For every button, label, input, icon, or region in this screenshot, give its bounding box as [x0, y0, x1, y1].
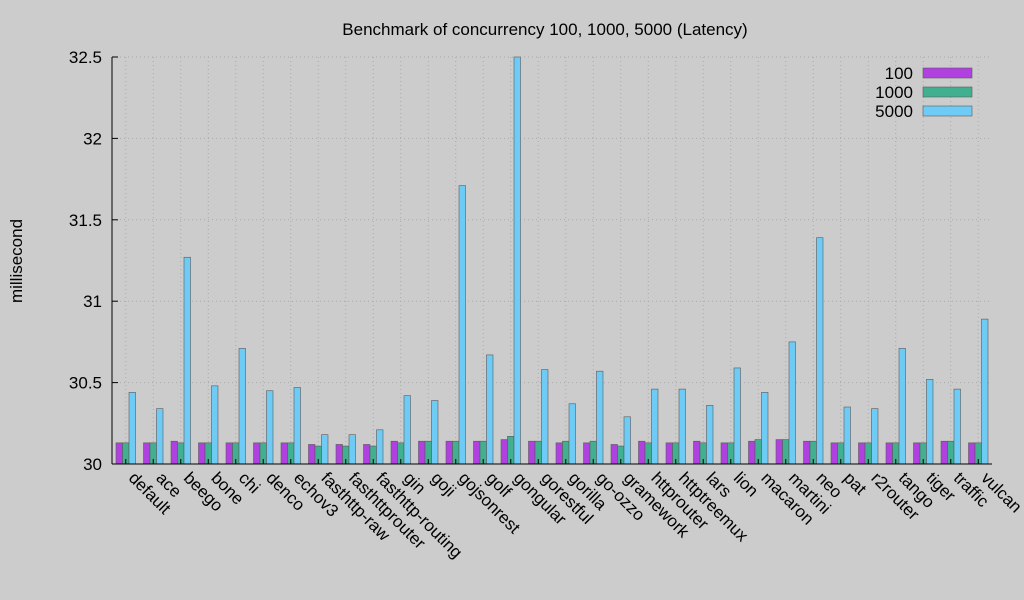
- bar-100-gojsonrest: [445, 440, 453, 465]
- bar-100-bone: [198, 442, 206, 465]
- axes-group: [111, 56, 992, 465]
- bar-100-httprouter: [638, 440, 646, 465]
- bar-5000-fasthttp-routing: [376, 429, 384, 465]
- bar-100-goji: [418, 440, 426, 465]
- y-tick-label: 32.5: [69, 48, 102, 67]
- bar-5000-gin: [403, 395, 411, 465]
- bar-100-go-ozzo: [583, 442, 591, 465]
- y-tick-label: 32: [83, 129, 102, 148]
- bar-5000-vulcan: [981, 318, 989, 465]
- bar-5000-echov3: [293, 387, 301, 465]
- bar-100-ace: [143, 442, 151, 465]
- bar-100-gramework: [610, 444, 618, 465]
- grid-lines: [112, 56, 992, 464]
- bar-100-tiger: [913, 442, 921, 465]
- legend-label-5000: 5000: [875, 102, 913, 121]
- legend-swatch-1000: [922, 86, 973, 98]
- bar-5000-gorestful: [541, 369, 549, 465]
- bar-100-fasthttp-raw: [308, 444, 316, 465]
- bar-100-neo: [803, 440, 811, 465]
- bar-5000-tango: [898, 348, 906, 465]
- bar-100-vulcan: [968, 442, 976, 465]
- bar-5000-ace: [156, 408, 164, 465]
- bar-5000-lars: [706, 405, 714, 465]
- x-tick-labels: defaultacebeegobonechidencoechov3fasthtt…: [125, 468, 1024, 562]
- bar-100-gorestful: [528, 440, 536, 465]
- bar-5000-beego: [183, 256, 191, 465]
- bar-100-traffic: [940, 440, 948, 465]
- legend-label-1000: 1000: [875, 83, 913, 102]
- bar-5000-httprouter: [651, 388, 659, 465]
- bar-5000-lion: [733, 367, 741, 465]
- bar-100-denco: [253, 442, 261, 465]
- bar-5000-golf: [486, 354, 494, 465]
- y-axis-label: millisecond: [7, 219, 26, 303]
- bar-100-default: [115, 442, 123, 465]
- bar-5000-gorilla: [568, 403, 576, 465]
- bar-5000-r2router: [871, 408, 879, 465]
- bar-100-gorilla: [555, 442, 563, 465]
- y-tick-label: 31: [83, 292, 102, 311]
- legend-swatch-5000: [922, 105, 973, 117]
- bars-group: [115, 56, 989, 465]
- bar-100-macaron: [748, 440, 756, 465]
- bar-100-chi: [225, 442, 233, 465]
- legend-label-100: 100: [885, 64, 913, 83]
- bar-5000-chi: [238, 348, 246, 465]
- bar-5000-pat: [843, 406, 851, 465]
- bar-5000-gojsonrest: [458, 185, 466, 465]
- bar-5000-go-ozzo: [596, 370, 604, 465]
- bar-5000-tiger: [926, 379, 934, 465]
- bar-100-tango: [885, 442, 893, 465]
- bar-5000-neo: [816, 237, 824, 465]
- x-tick-label: goji: [427, 468, 459, 500]
- bar-100-lars: [693, 440, 701, 465]
- bar-5000-fasthttp-raw: [321, 434, 329, 465]
- bar-5000-fasthttprouter: [348, 434, 356, 465]
- bar-100-martini: [775, 439, 783, 465]
- bar-100-golf: [473, 440, 481, 465]
- bar-5000-gongular: [513, 56, 521, 465]
- bar-5000-traffic: [953, 388, 961, 465]
- bar-5000-martini: [788, 341, 796, 465]
- bar-5000-default: [128, 392, 136, 465]
- bar-100-pat: [830, 442, 838, 465]
- x-tick-label: lion: [730, 468, 762, 500]
- bar-100-fasthttp-routing: [363, 444, 371, 465]
- bar-5000-gramework: [623, 416, 631, 465]
- y-tick-label: 30.5: [69, 374, 102, 393]
- bar-5000-httptreemux: [678, 388, 686, 465]
- y-tick-labels: 30 30.5 31 31.5 32 32.5: [69, 48, 102, 474]
- x-tick-label: pat: [840, 468, 870, 498]
- y-tick-label: 31.5: [69, 211, 102, 230]
- bar-5000-macaron: [761, 392, 769, 465]
- bar-100-gin: [390, 440, 398, 465]
- chart-title: Benchmark of concurrency 100, 1000, 5000…: [342, 20, 747, 39]
- bar-100-gongular: [500, 439, 508, 465]
- bar-5000-bone: [211, 385, 219, 465]
- bar-5000-goji: [431, 400, 439, 465]
- bar-100-r2router: [858, 442, 866, 465]
- legend-swatch-100: [922, 67, 973, 79]
- bar-5000-denco: [266, 390, 274, 465]
- bar-100-fasthttprouter: [335, 444, 343, 465]
- bar-100-echov3: [280, 442, 288, 465]
- bar-100-lion: [720, 442, 728, 465]
- bar-100-httptreemux: [665, 442, 673, 465]
- y-tick-label: 30: [83, 455, 102, 474]
- bar-100-beego: [170, 440, 178, 465]
